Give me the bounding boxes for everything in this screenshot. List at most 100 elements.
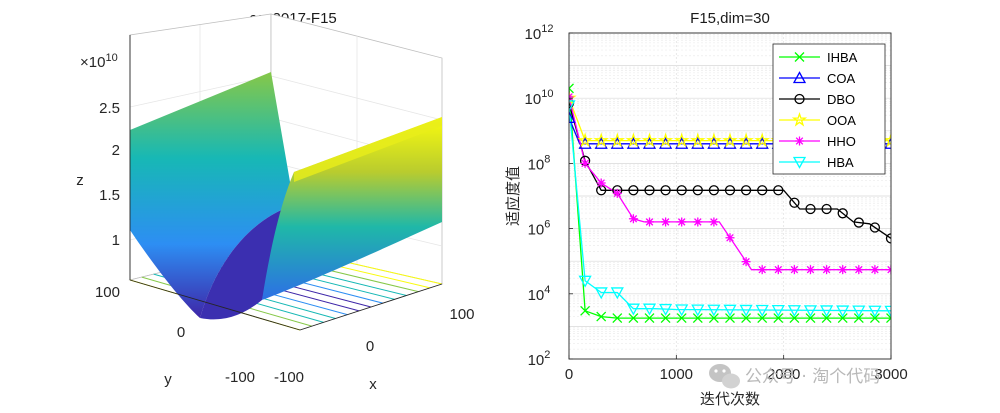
series-marker bbox=[757, 185, 768, 196]
series-marker bbox=[628, 313, 639, 324]
series-marker bbox=[821, 313, 832, 324]
series-marker bbox=[691, 304, 705, 317]
series-marker bbox=[645, 217, 654, 227]
series-marker bbox=[625, 132, 642, 148]
x-axis-label: x bbox=[369, 376, 377, 393]
series-marker bbox=[657, 132, 674, 148]
z-axis-label: z bbox=[76, 172, 84, 189]
series-marker bbox=[660, 185, 671, 196]
series-marker bbox=[741, 257, 751, 267]
legend-label: IHBA bbox=[827, 50, 858, 65]
series-marker bbox=[577, 132, 593, 148]
series-marker bbox=[569, 100, 576, 113]
legend-label: DBO bbox=[827, 92, 855, 107]
series-marker bbox=[821, 203, 832, 215]
series-marker bbox=[741, 313, 752, 324]
series-marker bbox=[822, 265, 832, 275]
series-marker bbox=[868, 305, 882, 318]
surface-left-wall bbox=[130, 72, 294, 318]
series-marker bbox=[612, 313, 623, 324]
series-marker bbox=[596, 178, 606, 188]
z-multiplier: ×1010 bbox=[80, 52, 118, 71]
z-tick: 1.5 bbox=[99, 187, 120, 204]
convergence-chart: F15,dim=30 0 1000 2000 3000 102 104 106 108 101… bbox=[504, 10, 908, 408]
series-marker bbox=[659, 303, 673, 316]
series-marker bbox=[794, 52, 805, 62]
axes-lines bbox=[129, 35, 443, 331]
series-marker bbox=[806, 265, 815, 275]
z-ticks: 1 1.5 2 2.5 bbox=[99, 100, 120, 249]
x-tick-label: 0 bbox=[565, 366, 573, 383]
y-tick: 0 bbox=[177, 324, 185, 341]
series-marker bbox=[644, 313, 655, 324]
series-marker bbox=[724, 185, 736, 196]
series-marker bbox=[820, 305, 834, 318]
surface-top-edge bbox=[294, 117, 442, 182]
series-marker bbox=[593, 132, 609, 148]
series-marker bbox=[708, 185, 720, 196]
series-marker bbox=[580, 158, 590, 168]
series-marker bbox=[738, 132, 754, 148]
series-marker bbox=[578, 275, 592, 288]
series-marker bbox=[569, 110, 576, 123]
series-marker bbox=[836, 305, 850, 318]
series-marker bbox=[853, 313, 864, 324]
series-marker bbox=[792, 71, 807, 84]
series-marker bbox=[628, 185, 639, 196]
series-markers-ihba bbox=[569, 83, 891, 324]
surface-valley bbox=[200, 205, 294, 320]
series-marker bbox=[676, 313, 687, 324]
x-tick-label: 1000 bbox=[660, 366, 693, 383]
series-marker bbox=[805, 313, 816, 324]
series-markers-hba bbox=[569, 100, 891, 318]
z-tick: 2 bbox=[112, 142, 120, 159]
series-marker bbox=[609, 132, 626, 148]
legend-item-ooa: OOA bbox=[779, 111, 856, 128]
series-marker bbox=[773, 265, 783, 275]
series-lines bbox=[569, 83, 891, 324]
series-marker bbox=[853, 217, 864, 228]
y-axis-label: 适应度值 bbox=[504, 166, 522, 226]
series-marker bbox=[661, 217, 671, 227]
series-marker bbox=[675, 304, 689, 317]
series-marker bbox=[869, 313, 880, 324]
series-marker bbox=[644, 185, 655, 196]
series-line-ihba bbox=[569, 88, 891, 319]
series-marker bbox=[612, 188, 622, 198]
series-marker bbox=[709, 217, 719, 227]
y-tick-label: 1012 bbox=[525, 23, 554, 43]
y-ticks: 100 0 -100 bbox=[95, 284, 255, 386]
series-marker bbox=[594, 287, 608, 300]
z-tick: 1 bbox=[112, 232, 120, 249]
series-marker bbox=[803, 305, 818, 318]
series-marker bbox=[869, 222, 881, 233]
z-tick: 2.5 bbox=[99, 100, 120, 117]
x-tick-label: 3000 bbox=[874, 366, 907, 383]
legend: IHBA COA DBO OOA HHO HBA bbox=[772, 43, 886, 175]
watermark-text: 公众号 · 淘个代码 bbox=[745, 367, 880, 387]
legend-label: COA bbox=[827, 71, 856, 86]
surface-chart: cec2017-F15 1 1.5 2 bbox=[76, 10, 474, 393]
y-tick: -100 bbox=[225, 369, 255, 386]
series-marker bbox=[755, 304, 769, 317]
series-marker bbox=[725, 233, 735, 243]
series-marker bbox=[837, 313, 848, 324]
series-marker bbox=[628, 214, 638, 224]
x-tick: 100 bbox=[449, 306, 474, 323]
legend-item-hba: HBA bbox=[779, 155, 854, 170]
watermark: 公众号 · 淘个代码 bbox=[709, 364, 880, 389]
series-marker bbox=[725, 313, 735, 324]
series-marker bbox=[580, 305, 591, 316]
series-marker bbox=[838, 265, 848, 275]
series-marker bbox=[660, 313, 671, 324]
series-marker bbox=[723, 304, 737, 317]
series-marker bbox=[569, 83, 574, 94]
series-marker bbox=[884, 305, 891, 318]
surface-right-wall bbox=[262, 117, 442, 300]
legend-item-dbo: DBO bbox=[779, 92, 855, 107]
series-marker bbox=[794, 93, 805, 105]
legend-box bbox=[772, 43, 886, 175]
series-markers-hho bbox=[569, 92, 891, 275]
series-marker bbox=[837, 208, 848, 219]
legend-item-hho: HHO bbox=[779, 134, 856, 149]
